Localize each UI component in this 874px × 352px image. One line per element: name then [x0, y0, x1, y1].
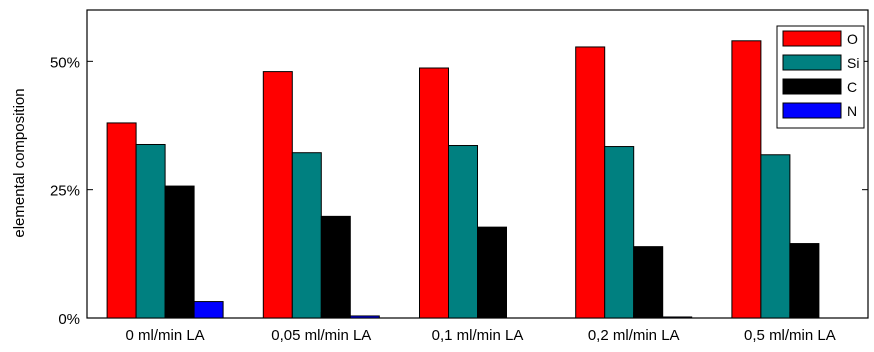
- bar-o-2: [419, 67, 449, 319]
- y-tick-label: 0%: [58, 311, 80, 328]
- y-axis-label: elemental composition: [11, 88, 28, 237]
- y-tick-label: 25%: [50, 183, 80, 200]
- x-tick-label: 0 ml/min LA: [125, 327, 204, 344]
- legend-swatch-si: [782, 54, 842, 71]
- y-tick-label: 50%: [50, 54, 80, 71]
- x-axis: 0 ml/min LA 0,05 ml/min LA 0,1 ml/min LA 0,…: [125, 312, 836, 344]
- bar-c-4: [789, 243, 820, 319]
- legend-label-si: Si: [847, 55, 859, 71]
- legend-label-n: N: [847, 103, 857, 119]
- x-tick-label: 0,05 ml/min LA: [271, 327, 371, 344]
- legend-swatch-c: [782, 78, 842, 95]
- bar-n-0: [193, 301, 224, 319]
- bar-c-2: [477, 226, 507, 319]
- x-tick-label: 0,1 ml/min LA: [432, 327, 524, 344]
- bar-si-1: [291, 152, 322, 319]
- bar-o-4: [731, 40, 762, 319]
- bar-n-1: [349, 315, 380, 319]
- y-axis: 0% 25% 50%: [50, 54, 868, 328]
- x-tick-label: 0,5 ml/min LA: [744, 327, 836, 344]
- bar-si-2: [448, 145, 478, 319]
- bar-o-1: [262, 71, 293, 319]
- x-tick-label: 0,2 ml/min LA: [588, 327, 680, 344]
- bar-si-3: [604, 146, 635, 319]
- bar-c-3: [633, 246, 664, 319]
- bar-o-3: [575, 46, 606, 319]
- legend-label-o: O: [847, 31, 858, 47]
- legend-swatch-n: [782, 102, 842, 119]
- legend: O Si CN: [776, 25, 865, 129]
- bars-group: [106, 40, 820, 319]
- bar-n-3: [662, 316, 693, 319]
- legend-swatch-o: [782, 30, 842, 47]
- bar-si-4: [760, 154, 791, 319]
- bar-c-1: [320, 215, 351, 319]
- bar-si-0: [135, 143, 166, 319]
- legend-label-c: C: [847, 79, 857, 95]
- bar-o-0: [106, 122, 137, 319]
- bar-c-0: [164, 185, 195, 319]
